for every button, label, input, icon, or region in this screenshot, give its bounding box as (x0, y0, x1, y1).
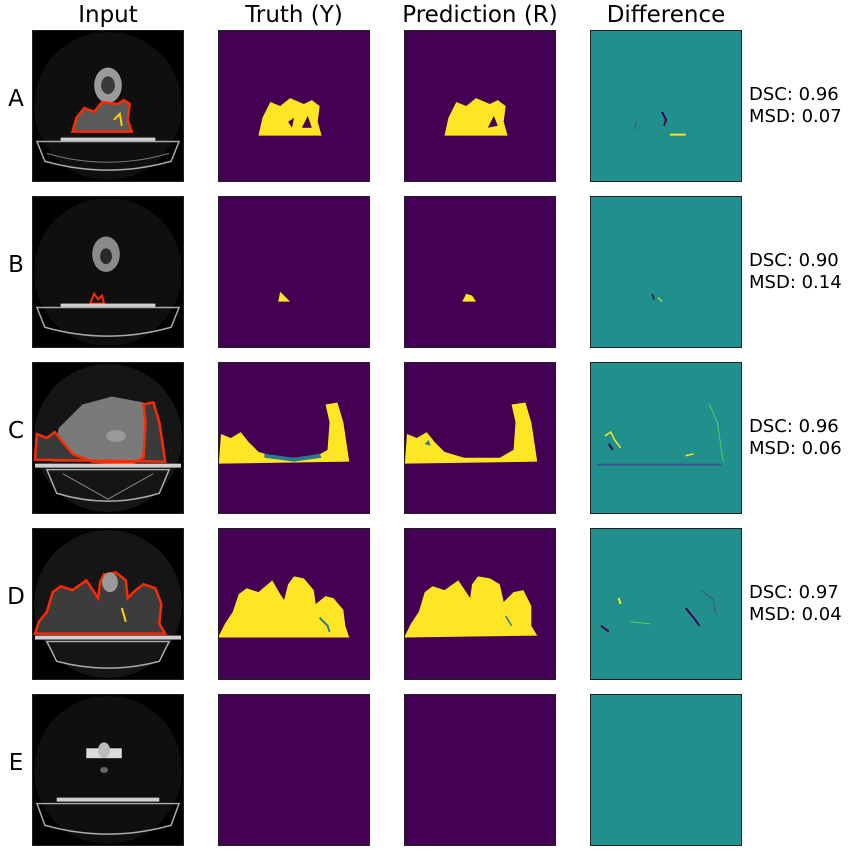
input-image-d (32, 528, 184, 680)
row-label-c: C (7, 418, 25, 444)
row-label-a: A (8, 86, 24, 112)
metrics-a: DSC: 0.96 MSD: 0.07 (749, 84, 842, 128)
prediction-mask-a (404, 30, 556, 182)
difference-map-b (590, 196, 742, 348)
truth-mask-a (218, 30, 370, 182)
row-label-e: E (8, 750, 24, 776)
input-image-b (32, 196, 184, 348)
prediction-mask-b (404, 196, 556, 348)
prediction-mask-c (404, 362, 556, 514)
dsc-value-b: DSC: 0.90 (749, 250, 839, 271)
prediction-mask-e (404, 694, 556, 846)
input-image-e (32, 694, 184, 846)
metrics-c: DSC: 0.96 MSD: 0.06 (749, 416, 842, 460)
msd-value-b: MSD: 0.14 (749, 272, 842, 293)
msd-value-a: MSD: 0.07 (749, 106, 842, 127)
row-label-d: D (7, 584, 25, 610)
column-title-truth: Truth (Y) (245, 2, 343, 28)
truth-mask-b (218, 196, 370, 348)
difference-map-c (590, 362, 742, 514)
difference-map-d (590, 528, 742, 680)
truth-mask-e (218, 694, 370, 846)
dsc-value-c: DSC: 0.96 (749, 416, 839, 437)
msd-value-d: MSD: 0.04 (749, 604, 842, 625)
prediction-mask-d (404, 528, 556, 680)
input-image-c (32, 362, 184, 514)
row-label-b: B (8, 252, 24, 278)
dsc-value-a: DSC: 0.96 (749, 84, 839, 105)
difference-map-a (590, 30, 742, 182)
truth-mask-c (218, 362, 370, 514)
column-title-difference: Difference (606, 2, 726, 28)
column-title-input: Input (78, 2, 138, 28)
difference-map-e (590, 694, 742, 846)
input-image-a (32, 30, 184, 182)
column-title-prediction: Prediction (R) (402, 2, 558, 28)
msd-value-c: MSD: 0.06 (749, 438, 842, 459)
truth-mask-d (218, 528, 370, 680)
dsc-value-d: DSC: 0.97 (749, 582, 839, 603)
metrics-b: DSC: 0.90 MSD: 0.14 (749, 250, 842, 294)
metrics-d: DSC: 0.97 MSD: 0.04 (749, 582, 842, 626)
